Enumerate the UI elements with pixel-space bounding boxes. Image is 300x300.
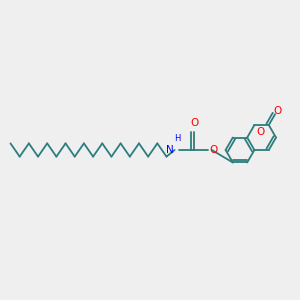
Text: O: O bbox=[273, 106, 281, 116]
Text: N: N bbox=[166, 145, 174, 155]
Text: O: O bbox=[190, 118, 199, 128]
Text: O: O bbox=[209, 145, 217, 155]
Text: H: H bbox=[174, 134, 180, 143]
Text: O: O bbox=[256, 127, 264, 136]
